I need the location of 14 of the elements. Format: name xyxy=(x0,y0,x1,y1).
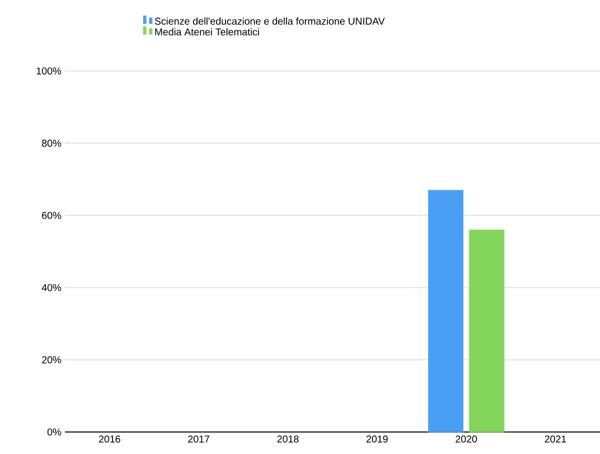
x-tick-label: 2020 xyxy=(456,436,477,443)
x-tick-label: 2018 xyxy=(277,436,299,443)
y-tick-label: 40% xyxy=(42,284,62,292)
y-tick-label: 100% xyxy=(36,67,62,75)
y-tick-label: 80% xyxy=(42,140,62,147)
y-tick-label: 20% xyxy=(42,356,62,364)
x-tick-label: 2017 xyxy=(188,436,210,443)
x-tick-label: 2021 xyxy=(544,436,566,443)
y-tick-label: 0% xyxy=(47,428,62,436)
legend-label: Media Atenei Telematici xyxy=(155,28,259,36)
x-tick-label: 2016 xyxy=(99,436,120,443)
y-tick-label: 60% xyxy=(42,212,62,219)
legend-label: Scienze dell'educazione e della formazione UNIDAV xyxy=(154,17,385,25)
x-tick-label: 2019 xyxy=(366,436,388,443)
